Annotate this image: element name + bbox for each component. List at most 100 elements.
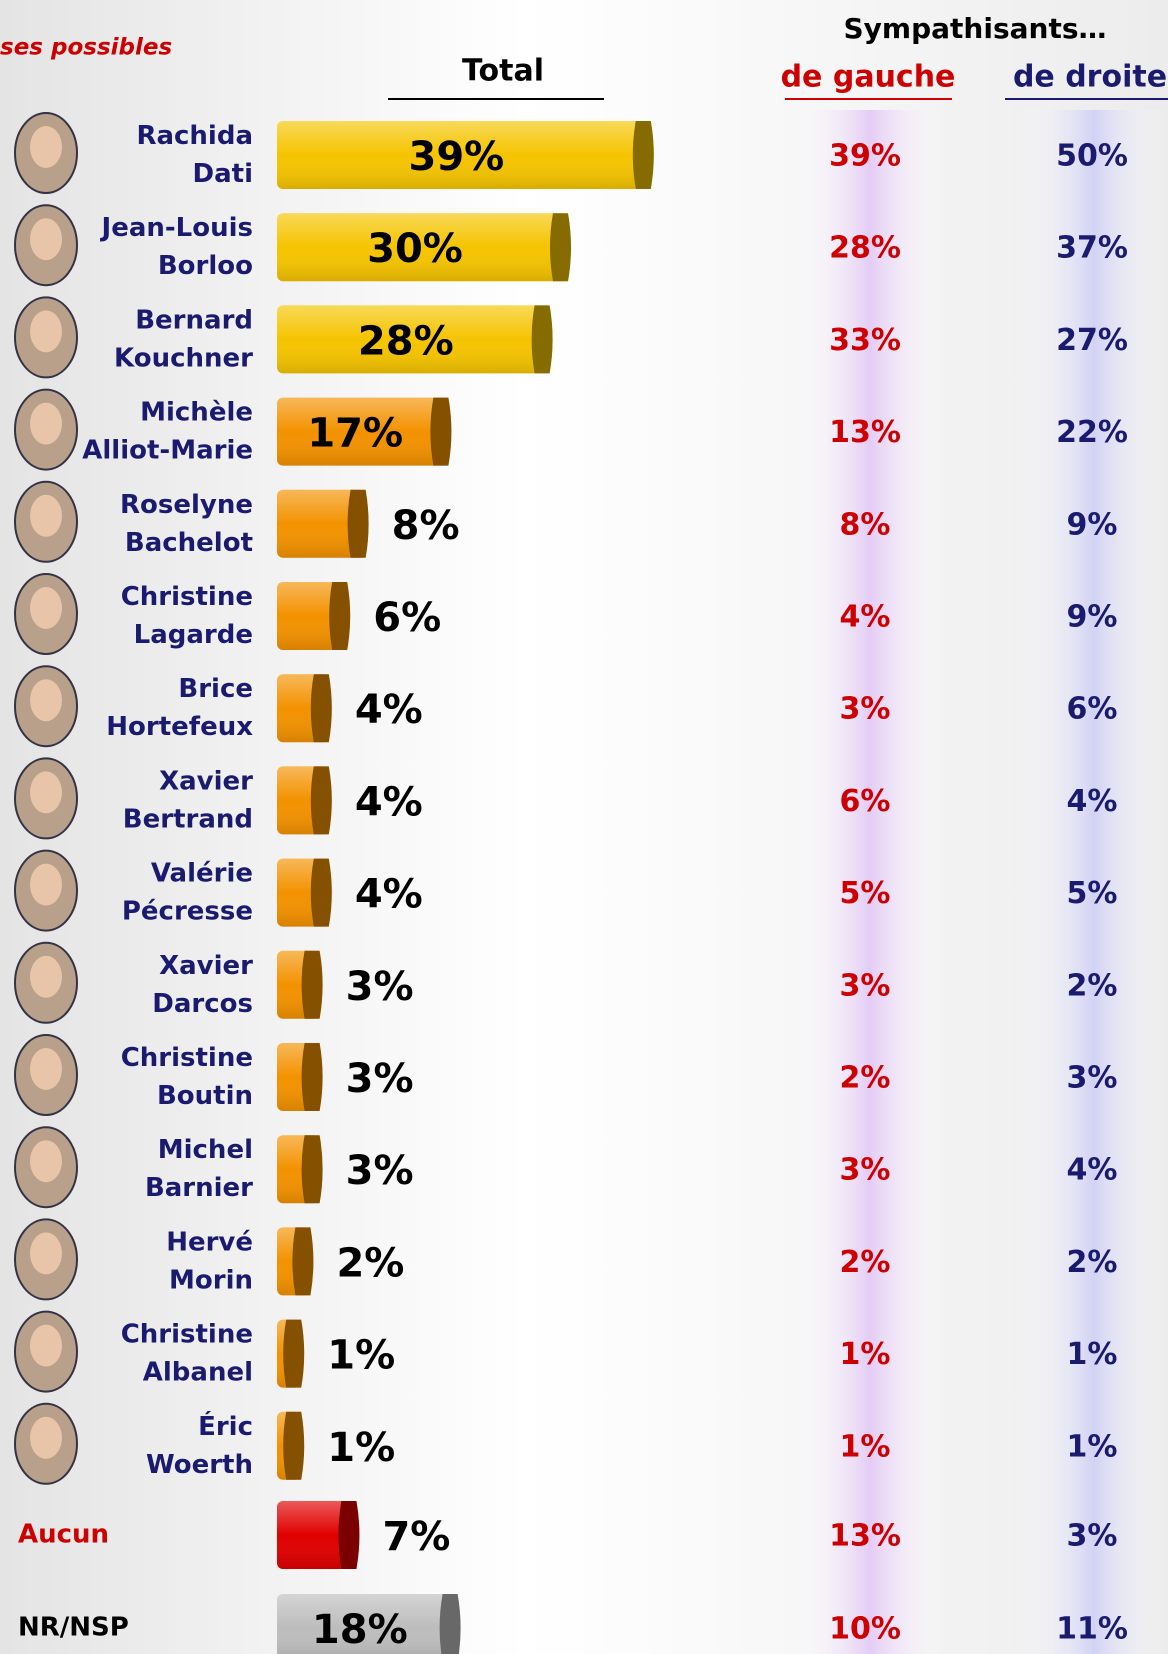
portrait-face — [30, 955, 62, 998]
portrait-face — [30, 1324, 62, 1367]
value-label: 17% — [307, 411, 403, 457]
bar-shine — [277, 121, 651, 189]
category-label: Michèle Alliot-Marie — [82, 397, 253, 465]
bar-shine — [277, 1501, 357, 1569]
bar-cap-shade — [550, 213, 571, 282]
bar-cap-shade — [301, 950, 323, 1019]
category-label: Éric Woerth — [146, 1409, 253, 1479]
column-band — [795, 110, 945, 1654]
column-value: 13% — [829, 415, 901, 450]
column-value: 10% — [829, 1612, 901, 1647]
bar-cap — [283, 1319, 305, 1388]
portrait-face — [30, 863, 62, 906]
value-label: 39% — [409, 134, 505, 180]
bar-cap — [338, 1501, 360, 1569]
column-value: 27% — [1056, 323, 1128, 358]
bar-cap — [301, 950, 323, 1019]
bar-cap-shade — [292, 1227, 314, 1296]
column-value: 8% — [840, 507, 891, 542]
column-value: 1% — [840, 1429, 891, 1464]
value-label: 7% — [382, 1514, 450, 1560]
portrait-face — [30, 1140, 62, 1183]
column-value: 5% — [1067, 876, 1118, 911]
category-label: Jean-Louis Borloo — [100, 213, 253, 281]
bar-cap-shade — [283, 1411, 305, 1480]
category-label: Christine Albanel — [121, 1319, 253, 1387]
column-value: 3% — [840, 692, 891, 727]
column-value: 3% — [1067, 1061, 1118, 1096]
bar-cap-shade — [329, 582, 351, 650]
portrait-face — [30, 126, 62, 168]
value-label: 4% — [355, 687, 423, 733]
category-label: Brice Hortefeux — [106, 674, 253, 742]
bar-cap-shade — [310, 766, 332, 835]
bar-cap-shade — [439, 1594, 461, 1654]
value-label: 8% — [392, 503, 460, 549]
bar-cap-shade — [310, 674, 332, 743]
value-label: 30% — [367, 226, 463, 272]
category-label: Xavier Bertrand — [123, 766, 253, 834]
column-value: 22% — [1056, 415, 1128, 450]
value-label: 4% — [355, 872, 423, 918]
column-value: 33% — [829, 323, 901, 358]
bar-cap — [347, 489, 369, 558]
bar-cap-shade — [338, 1501, 360, 1569]
bar-cap — [430, 397, 452, 466]
column-value: 2% — [840, 1061, 891, 1096]
column-value: 2% — [1067, 968, 1118, 1003]
category-label: Rachida Dati — [136, 121, 253, 189]
bar-cap-shade — [531, 305, 553, 374]
bar-cap-shade — [347, 489, 369, 558]
value-label: 3% — [346, 1148, 414, 1194]
bar-cap-shade — [310, 858, 332, 927]
bar-cap-shade — [301, 1135, 323, 1204]
bar-shine — [277, 305, 550, 374]
portrait-face — [30, 494, 62, 537]
portrait-face — [30, 310, 62, 353]
bar-shine — [277, 582, 348, 650]
column-value: 3% — [840, 968, 891, 1003]
column-value: 4% — [1067, 1153, 1118, 1188]
category-label: Xavier Darcos — [152, 950, 253, 1018]
column-value: 37% — [1056, 231, 1128, 266]
column-header: de gauche — [781, 60, 956, 95]
column-value: 1% — [1067, 1429, 1118, 1464]
bar-cap-shade — [283, 1319, 305, 1388]
bar-cap — [283, 1411, 305, 1480]
bar-cap — [310, 766, 332, 835]
value-label: 3% — [346, 1056, 414, 1102]
bar-cap — [301, 1043, 323, 1111]
column-value: 6% — [1067, 692, 1118, 727]
portrait-face — [30, 218, 62, 261]
category-label: NR/NSP — [18, 1613, 129, 1643]
category-label: Valérie Pécresse — [122, 858, 253, 926]
column-value: 28% — [829, 231, 901, 266]
bar-cap-shade — [301, 1043, 323, 1111]
column-header: Total — [462, 54, 544, 89]
bar-shine — [277, 1594, 458, 1654]
value-label: 18% — [312, 1607, 408, 1653]
bar-cap — [550, 213, 571, 282]
value-label: 2% — [336, 1240, 404, 1286]
bar-shine — [277, 213, 568, 282]
group-header: Sympathisants… — [844, 12, 1107, 45]
category-label: Michel Barnier — [145, 1135, 253, 1203]
category-label: Hervé Morin — [166, 1227, 253, 1295]
bar-shine — [277, 489, 366, 558]
column-value: 4% — [1067, 784, 1118, 819]
column-value: 50% — [1056, 139, 1128, 174]
portrait-face — [30, 1232, 62, 1275]
category-label: Aucun — [18, 1520, 109, 1550]
column-value: 39% — [829, 139, 901, 174]
bar-cap — [292, 1227, 314, 1296]
bar-shine — [277, 397, 449, 466]
value-label: 4% — [355, 779, 423, 825]
column-value: 2% — [840, 1245, 891, 1280]
category-label: Christine Boutin — [121, 1043, 253, 1111]
bar-cap — [329, 582, 351, 650]
column-band — [1020, 110, 1168, 1654]
value-label: 28% — [358, 318, 454, 364]
bar-cap — [531, 305, 553, 374]
